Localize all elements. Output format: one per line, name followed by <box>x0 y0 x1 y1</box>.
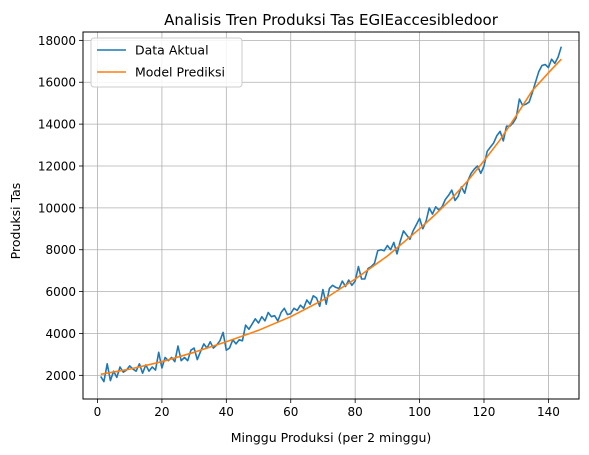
x-tick-label: 100 <box>408 405 431 419</box>
y-tick-label: 2000 <box>45 369 76 383</box>
y-tick-label: 4000 <box>45 327 76 341</box>
legend: Data Aktual Model Prediksi <box>90 37 243 88</box>
y-tick-label: 14000 <box>38 118 76 132</box>
x-tick-label: 40 <box>219 405 234 419</box>
y-axis-label: Produksi Tas <box>8 183 23 260</box>
y-tick-label: 6000 <box>45 285 76 299</box>
y-tick-label: 8000 <box>45 243 76 257</box>
y-tick-label: 16000 <box>38 76 76 90</box>
series-lines <box>100 46 563 383</box>
x-tick-label: 0 <box>94 405 102 419</box>
x-axis-label: Minggu Produksi (per 2 minggu) <box>231 430 432 445</box>
y-tick-label: 10000 <box>38 201 76 215</box>
x-tick-label: 80 <box>348 405 363 419</box>
y-tick-label: 12000 <box>38 159 76 173</box>
x-tick-label: 120 <box>473 405 496 419</box>
legend-box <box>90 37 243 88</box>
y-tick-label: 18000 <box>38 34 76 48</box>
axis-ticks: 0 20 40 60 80 100 120 140 2000 4000 6000 8000 10000 1… <box>38 34 560 419</box>
plot-frame <box>82 31 580 400</box>
x-tick-label: 20 <box>154 405 169 419</box>
x-tick-label: 140 <box>537 405 560 419</box>
grid-lines <box>83 32 579 399</box>
x-tick-label: 60 <box>283 405 298 419</box>
legend-entry-label: Model Prediksi <box>135 65 225 80</box>
legend-entry-label: Data Aktual <box>135 43 209 58</box>
chart-title: Analisis Tren Produksi Tas EGIEaccesible… <box>164 11 499 29</box>
series-line-data-aktual <box>100 46 563 383</box>
series-line-model-prediksi <box>100 58 562 376</box>
